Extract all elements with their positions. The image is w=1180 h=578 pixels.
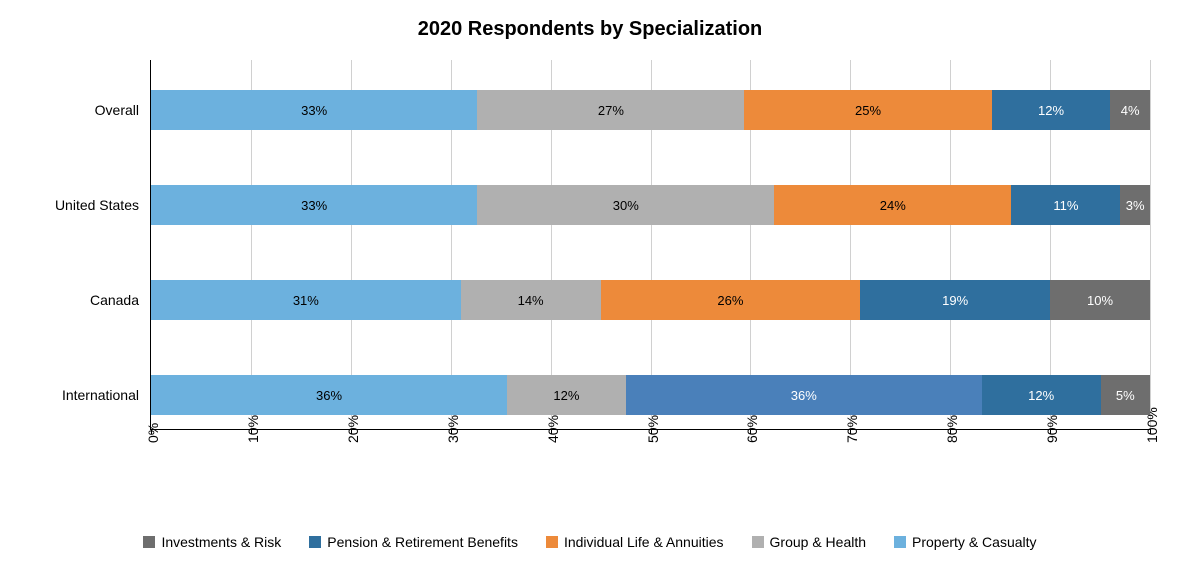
- bar-row: Overall33%27%25%12%4%: [151, 90, 1150, 130]
- bar-segment: 12%: [982, 375, 1101, 415]
- x-tick-label: 0%: [145, 423, 161, 443]
- legend-label: Group & Health: [770, 534, 867, 550]
- bar-segment: 19%: [860, 280, 1050, 320]
- bar-segment: 4%: [1110, 90, 1150, 130]
- bar-segment: 12%: [992, 90, 1111, 130]
- bar-segment: 24%: [774, 185, 1011, 225]
- legend-item: Pension & Retirement Benefits: [309, 534, 518, 550]
- x-tick-label: 50%: [645, 415, 661, 443]
- legend-label: Property & Casualty: [912, 534, 1037, 550]
- x-tick-label: 30%: [445, 415, 461, 443]
- bar-segment: 33%: [151, 90, 477, 130]
- legend-label: Pension & Retirement Benefits: [327, 534, 518, 550]
- y-category-label: Overall: [95, 102, 151, 118]
- y-category-label: International: [62, 387, 151, 403]
- bar-row: Canada31%14%26%19%10%: [151, 280, 1150, 320]
- bar-segment: 26%: [601, 280, 861, 320]
- x-tick-label: 40%: [545, 415, 561, 443]
- bar-segment: 10%: [1050, 280, 1150, 320]
- legend-swatch: [309, 536, 321, 548]
- bar-segment: 14%: [461, 280, 601, 320]
- legend-swatch: [546, 536, 558, 548]
- legend-item: Individual Life & Annuities: [546, 534, 724, 550]
- legend-label: Individual Life & Annuities: [564, 534, 724, 550]
- legend-item: Group & Health: [752, 534, 867, 550]
- legend-swatch: [894, 536, 906, 548]
- legend: Investments & Risk Pension & Retirement B…: [0, 534, 1180, 550]
- bar-segment: 36%: [151, 375, 507, 415]
- bar-segment: 27%: [477, 90, 744, 130]
- gridline: [1150, 60, 1151, 429]
- y-category-label: Canada: [90, 292, 151, 308]
- chart-title: 2020 Respondents by Specialization: [0, 18, 1180, 41]
- bar-segment: 3%: [1120, 185, 1150, 225]
- bar-segment: 12%: [507, 375, 626, 415]
- bar-segment: 5%: [1101, 375, 1150, 415]
- legend-swatch: [752, 536, 764, 548]
- x-tick-label: 90%: [1044, 415, 1060, 443]
- bar-row: International36%12%36%12%5%: [151, 375, 1150, 415]
- plot-area: 0%10%20%30%40%50%60%70%80%90%100%Overall…: [150, 60, 1150, 430]
- legend-item: Property & Casualty: [894, 534, 1037, 550]
- x-tick-label: 80%: [944, 415, 960, 443]
- x-tick-label: 20%: [345, 415, 361, 443]
- bar-segment: 11%: [1011, 185, 1120, 225]
- legend-swatch: [143, 536, 155, 548]
- bar-segment: 36%: [626, 375, 982, 415]
- bar-row: United States33%30%24%11%3%: [151, 185, 1150, 225]
- bar-segment: 33%: [151, 185, 477, 225]
- bar-segment: 30%: [477, 185, 774, 225]
- legend-label: Investments & Risk: [161, 534, 281, 550]
- x-tick-label: 60%: [744, 415, 760, 443]
- x-tick-label: 70%: [844, 415, 860, 443]
- legend-item: Investments & Risk: [143, 534, 281, 550]
- y-category-label: United States: [55, 197, 151, 213]
- bar-segment: 31%: [151, 280, 461, 320]
- x-tick-label: 10%: [245, 415, 261, 443]
- chart-container: 2020 Respondents by Specialization 0%10%…: [0, 0, 1180, 578]
- bar-segment: 25%: [744, 90, 991, 130]
